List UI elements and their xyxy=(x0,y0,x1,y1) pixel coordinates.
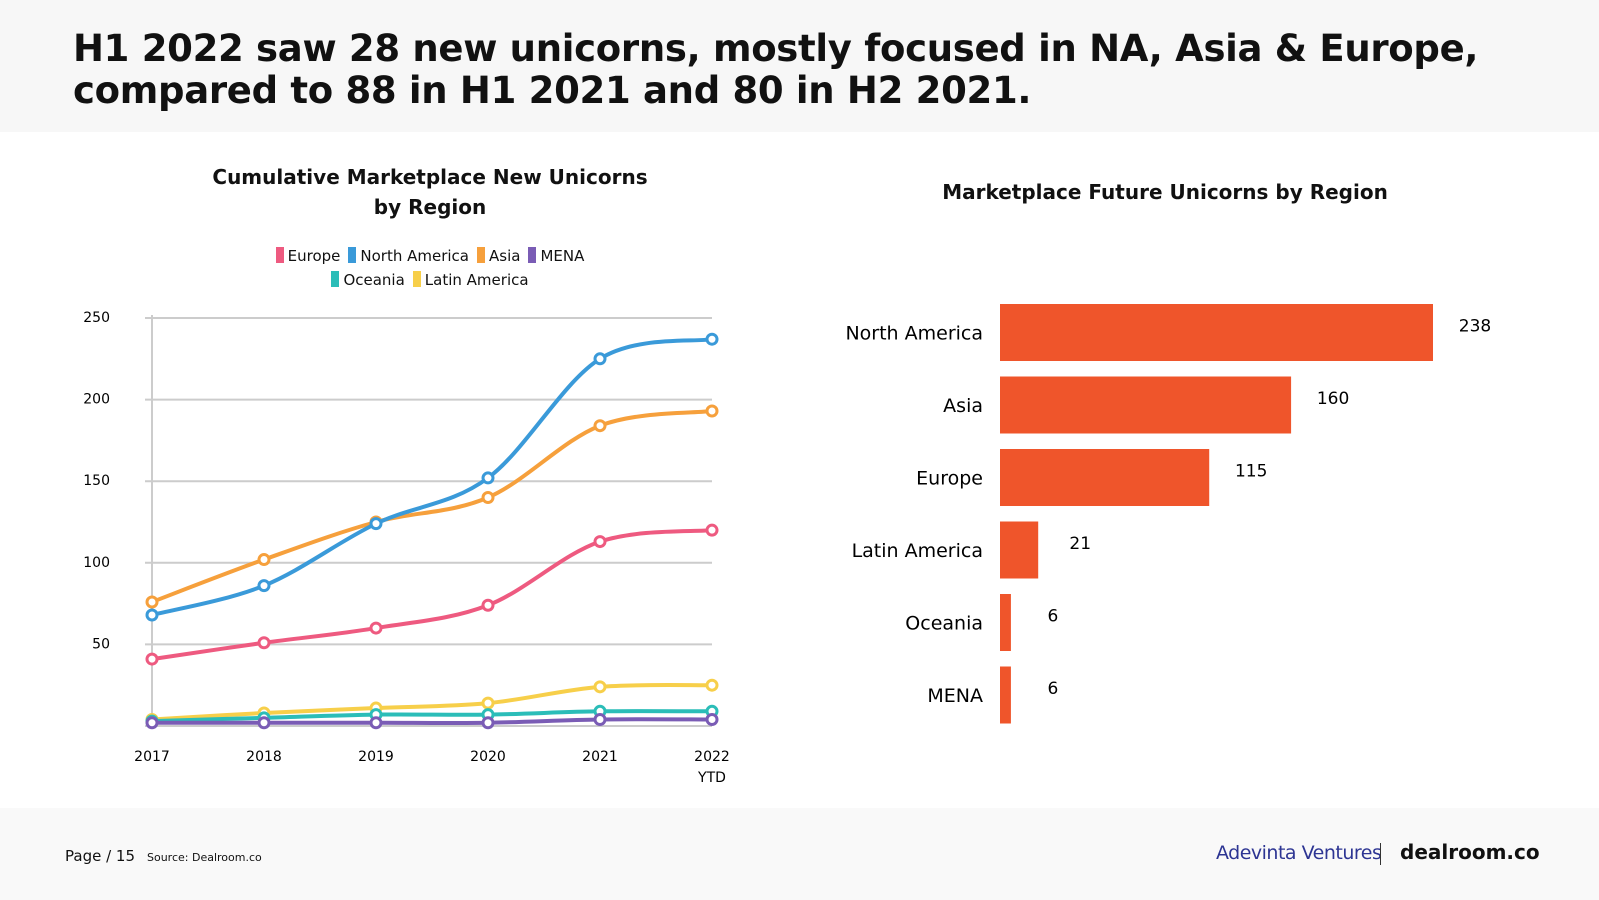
legend-item: Latin America xyxy=(412,268,529,292)
adevinta-logo: Adevinta Ventures xyxy=(1216,842,1382,864)
line-chart-legend: Europe North America Asia MENA Oceania Latin … xyxy=(160,244,700,292)
data-point xyxy=(705,712,719,726)
y-tick-label: 200 xyxy=(83,392,110,408)
bar xyxy=(1000,666,1011,724)
bar-value-label: 160 xyxy=(1317,389,1349,409)
legend-label: Europe xyxy=(287,247,341,265)
bar-category-label: Asia xyxy=(943,395,983,417)
x-tick-label: 2017 xyxy=(134,749,170,765)
x-tick-label: YTD xyxy=(697,770,726,786)
footer xyxy=(0,808,1599,900)
divider xyxy=(1380,843,1381,865)
x-tick-label: 2022 xyxy=(694,749,730,765)
data-point xyxy=(481,471,495,485)
data-point xyxy=(593,680,607,694)
data-point xyxy=(593,535,607,549)
bar-chart-title: Marketplace Future Unicorns by Region xyxy=(942,180,1388,204)
bar-value-label: 6 xyxy=(1048,607,1059,627)
bar-value-label: 238 xyxy=(1459,317,1491,337)
y-tick-label: 150 xyxy=(83,473,110,489)
data-point xyxy=(705,332,719,346)
legend-label: MENA xyxy=(540,247,585,265)
legend-label: North America xyxy=(360,247,469,265)
legend-label: Oceania xyxy=(343,271,405,289)
line-chart-title-line2: by Region xyxy=(373,195,487,219)
data-point xyxy=(145,716,159,730)
legend-swatch xyxy=(477,247,485,263)
line-chart: 50 100 150 200 250 2017 2018 2019 2020 2021 2022 YT… xyxy=(83,310,730,786)
bar xyxy=(1000,304,1433,361)
legend-swatch xyxy=(412,271,421,287)
series-line-oceania xyxy=(151,709,713,724)
data-point xyxy=(593,352,607,366)
legend-item: MENA xyxy=(528,244,584,268)
bar xyxy=(1000,449,1210,506)
legend-swatch xyxy=(348,247,357,263)
legend-item: Asia xyxy=(477,244,520,268)
data-point xyxy=(481,598,495,612)
legend-swatch xyxy=(331,271,340,287)
dealroom-logo: dealroom.co xyxy=(1400,840,1540,864)
header: H1 2022 saw 28 new unicorns, mostly focu… xyxy=(0,0,1599,132)
bar-chart: North America 238 Asia 160 Europe 115 Latin Am… xyxy=(845,304,1491,724)
bar-category-label: MENA xyxy=(927,685,983,707)
page-title: H1 2022 saw 28 new unicorns, mostly focu… xyxy=(73,27,1479,112)
data-point xyxy=(481,696,495,710)
series-line-latin-america xyxy=(151,683,713,722)
data-point xyxy=(257,553,271,567)
bar-category-label: Oceania xyxy=(905,613,983,635)
data-point xyxy=(481,491,495,505)
data-point xyxy=(705,523,719,537)
series-line-north-america xyxy=(151,337,713,617)
y-tick-label: 100 xyxy=(83,555,110,571)
legend-swatch xyxy=(528,247,537,263)
legend-item: Europe xyxy=(275,244,341,268)
data-point xyxy=(593,712,607,726)
bar xyxy=(1000,376,1292,434)
bar-category-label: North America xyxy=(845,323,983,345)
source-note: Source: Dealroom.co xyxy=(147,851,262,864)
x-tick-label: 2020 xyxy=(470,749,506,765)
x-tick-label: 2018 xyxy=(246,749,282,765)
data-point xyxy=(369,716,383,730)
data-point xyxy=(257,716,271,730)
data-point xyxy=(145,652,159,666)
bar-category-label: Europe xyxy=(916,468,983,490)
data-point xyxy=(145,608,159,622)
data-point xyxy=(481,716,495,730)
series-line-asia xyxy=(151,409,713,604)
x-tick-label: 2019 xyxy=(358,749,394,765)
line-chart-title: Cumulative Marketplace New Unicorns by R… xyxy=(180,162,680,222)
y-tick-label: 50 xyxy=(92,636,110,652)
bar xyxy=(1000,521,1039,579)
series-line-europe xyxy=(151,528,713,662)
bar-value-label: 6 xyxy=(1048,679,1059,699)
data-point xyxy=(257,579,271,593)
legend-item: North America xyxy=(348,244,469,268)
bar xyxy=(1000,594,1011,651)
line-chart-title-line1: Cumulative Marketplace New Unicorns xyxy=(212,165,648,189)
legend-item: Oceania xyxy=(331,268,405,292)
data-point xyxy=(257,636,271,650)
legend-label: Latin America xyxy=(424,271,529,289)
legend-swatch xyxy=(275,247,284,263)
data-point xyxy=(705,678,719,692)
data-point xyxy=(705,404,719,418)
data-point xyxy=(369,621,383,635)
data-point xyxy=(593,419,607,433)
data-point xyxy=(145,595,159,609)
data-point xyxy=(369,517,383,531)
x-tick-label: 2021 xyxy=(582,749,618,765)
page-number: Page / 15 xyxy=(65,847,135,865)
bar-value-label: 115 xyxy=(1235,462,1267,482)
y-tick-label: 250 xyxy=(83,310,110,326)
bar-value-label: 21 xyxy=(1069,534,1091,554)
series-line-mena xyxy=(152,717,713,725)
legend-label: Asia xyxy=(489,247,521,265)
bar-category-label: Latin America xyxy=(852,540,983,562)
